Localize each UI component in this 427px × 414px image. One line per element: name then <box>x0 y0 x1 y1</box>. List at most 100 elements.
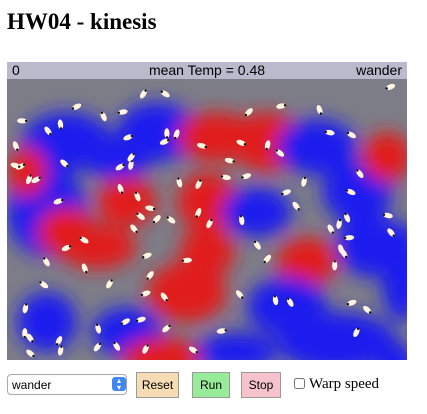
agent <box>17 118 28 124</box>
agent <box>346 131 357 139</box>
agent <box>12 141 19 151</box>
agent <box>57 345 64 356</box>
agent <box>120 318 131 326</box>
agent <box>22 303 29 314</box>
agent <box>276 103 287 109</box>
agent <box>57 119 64 130</box>
agent <box>236 139 247 146</box>
agent <box>61 244 72 252</box>
warp-speed-label: Warp speed <box>309 376 380 392</box>
stop-button[interactable]: Stop <box>241 372 281 398</box>
reset-button[interactable]: Reset <box>136 372 179 398</box>
agent <box>292 201 300 211</box>
agent <box>60 159 69 168</box>
agent <box>53 198 64 205</box>
agent <box>22 328 28 339</box>
agent <box>71 103 82 110</box>
agent <box>241 173 252 180</box>
agent <box>136 212 145 220</box>
agent <box>216 328 227 334</box>
agent <box>166 216 176 224</box>
agent <box>162 324 171 333</box>
run-button[interactable]: Run <box>192 372 230 398</box>
agent <box>100 111 107 122</box>
mode-select[interactable]: wander <box>7 374 127 395</box>
agent <box>159 138 170 145</box>
simulation-canvas[interactable]: 0 mean Temp = 0.48 wander <box>7 62 407 360</box>
agent <box>93 342 102 352</box>
mean-temperature-readout: mean Temp = 0.48 <box>148 62 266 78</box>
agent <box>164 128 170 139</box>
agent <box>345 188 356 196</box>
agent <box>140 290 151 297</box>
agent <box>344 235 355 241</box>
agent <box>115 163 125 171</box>
agent <box>146 271 154 280</box>
agent <box>123 134 134 141</box>
agent <box>10 162 21 169</box>
agent <box>135 316 146 323</box>
control-bar: wander ▴ ▾ Reset Run Stop Warp speed <box>0 372 427 398</box>
agent <box>281 189 291 196</box>
agent <box>117 109 128 115</box>
warp-speed-checkbox[interactable] <box>294 378 305 389</box>
agent <box>324 129 335 136</box>
agent <box>113 341 121 351</box>
agent <box>224 157 235 164</box>
mode-readout: wander <box>356 62 402 78</box>
agent <box>353 327 360 338</box>
agent <box>253 240 261 250</box>
agent <box>235 290 244 299</box>
agent <box>195 179 202 189</box>
agent <box>25 174 33 185</box>
agent <box>336 218 342 229</box>
agent <box>42 257 50 267</box>
agent <box>188 346 198 354</box>
agent <box>173 129 180 140</box>
agent <box>382 212 393 219</box>
agent <box>385 83 396 90</box>
agent <box>55 336 63 346</box>
agent <box>363 305 372 314</box>
agent <box>26 333 34 343</box>
agent <box>142 252 152 259</box>
agent <box>79 236 89 244</box>
agent <box>130 224 138 234</box>
agent <box>81 263 88 274</box>
agent <box>244 108 253 117</box>
agent <box>387 228 395 237</box>
agent <box>356 169 364 178</box>
agent <box>239 215 245 226</box>
agent <box>181 257 192 263</box>
agent <box>142 344 149 354</box>
agent <box>195 208 202 218</box>
agent <box>316 105 323 115</box>
agent <box>44 126 52 136</box>
agent <box>145 205 156 211</box>
agent <box>134 191 141 202</box>
agent <box>344 212 351 223</box>
agent <box>160 90 170 98</box>
agent <box>127 152 135 162</box>
agent <box>152 215 161 224</box>
agent <box>264 140 271 151</box>
agent <box>26 349 35 358</box>
agent <box>31 176 41 184</box>
agent <box>327 224 335 234</box>
agent <box>220 174 231 181</box>
agent <box>346 299 357 306</box>
status-bar: 0 mean Temp = 0.48 wander <box>7 62 407 79</box>
agent <box>332 260 338 271</box>
temperature-field <box>7 83 407 360</box>
agent <box>197 142 207 149</box>
agent <box>95 323 102 334</box>
agent <box>160 292 168 302</box>
page-title: HW04 - kinesis <box>7 9 157 34</box>
agent <box>176 177 183 188</box>
tick-counter: 0 <box>12 62 20 78</box>
agent <box>340 249 348 259</box>
agent <box>263 254 272 264</box>
agent <box>117 184 124 194</box>
agent <box>301 176 307 187</box>
agent <box>106 279 113 289</box>
